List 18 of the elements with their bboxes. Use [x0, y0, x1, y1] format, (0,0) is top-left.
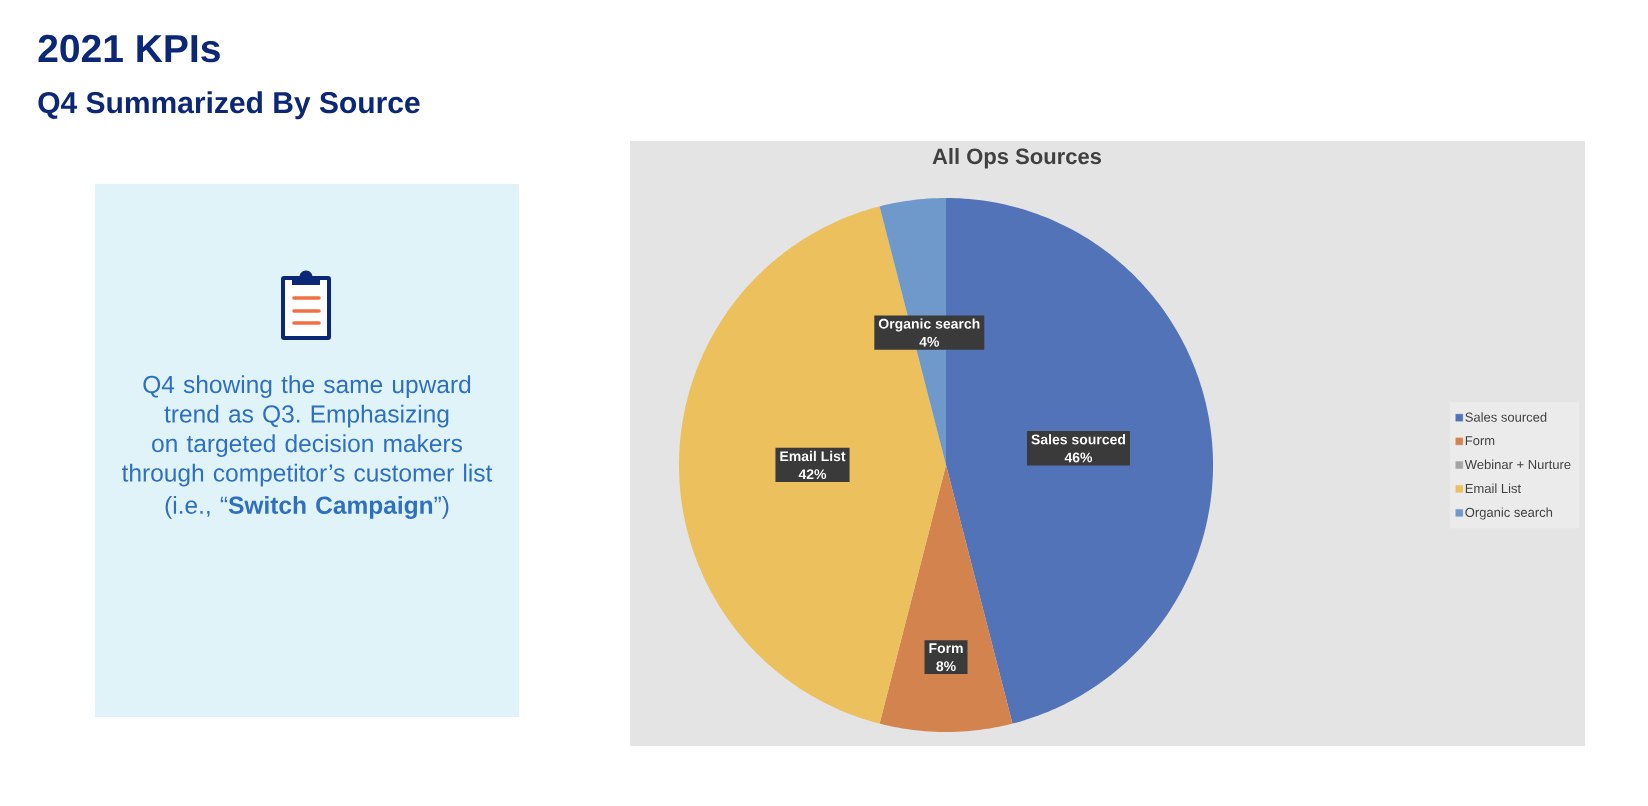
- legend-label: Email List: [1465, 483, 1521, 494]
- text: (i.e., “Switch Campaign”): [165, 495, 449, 519]
- legend-label: Sales sourced: [1465, 412, 1547, 422]
- data-label: 46%: [1064, 452, 1093, 463]
- slice-label: Sales sourced: [1031, 434, 1125, 445]
- slice-label: Form: [929, 643, 963, 654]
- text: Q4 Summarized By Source: [38, 91, 420, 120]
- slice-label: Organic search: [878, 318, 980, 332]
- slice-label: Email List: [780, 450, 846, 462]
- text: Q4 showing the same upward trend as Q3. Emphasizing on targeted decision makers through competitor’s customer list: [121, 375, 493, 487]
- data-label: 4%: [919, 336, 940, 347]
- data-label: 8%: [936, 661, 956, 672]
- legend-label: Webinar + Nurture: [1464, 459, 1571, 470]
- legend-label: Organic search: [1465, 507, 1553, 520]
- chart-title: All Ops Sources: [932, 148, 1102, 169]
- legend-label: Form: [1465, 436, 1495, 446]
- text: 2021 KPIs: [38, 34, 220, 63]
- data-label: 42%: [798, 469, 827, 480]
